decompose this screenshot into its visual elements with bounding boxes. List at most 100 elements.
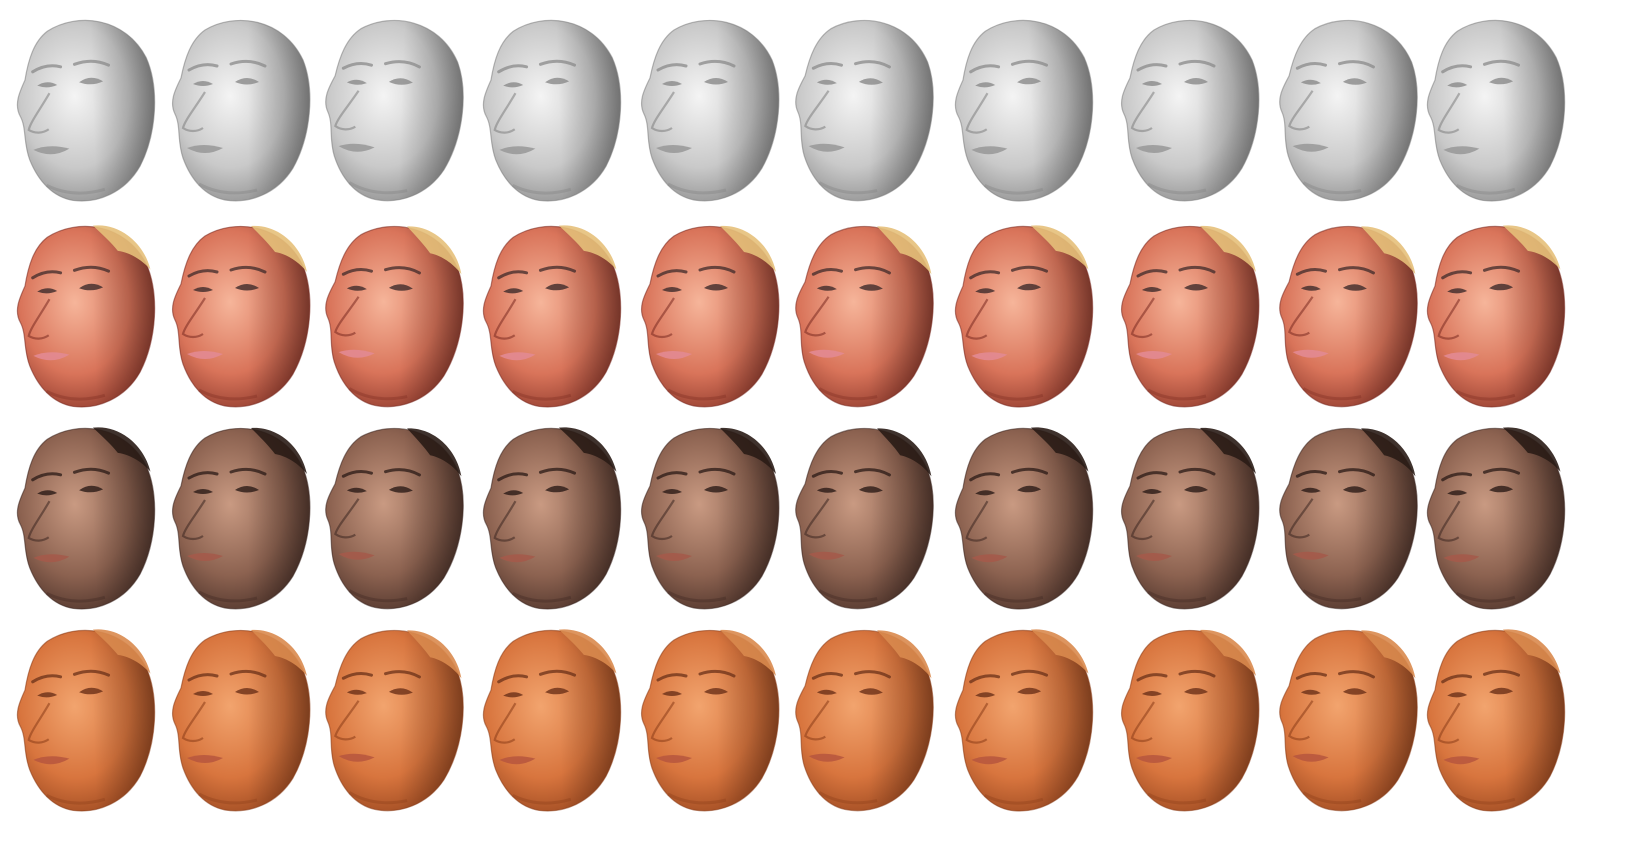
right-eyebrow [72, 467, 111, 475]
nose [650, 297, 675, 339]
face-render [165, 8, 315, 208]
face-render [476, 618, 626, 818]
left-eyebrow [1136, 471, 1168, 480]
right-eye [1342, 688, 1367, 695]
nose [334, 700, 360, 741]
jaw-shadow [198, 182, 258, 195]
jaw-shadow [1302, 589, 1362, 603]
face-render-image [16, 629, 156, 812]
hair [1361, 428, 1416, 477]
nose [181, 499, 206, 541]
face-render [165, 618, 315, 818]
right-eye [1342, 486, 1367, 493]
right-eye [704, 688, 728, 695]
left-eyebrow [341, 268, 373, 276]
mouth [1136, 145, 1172, 153]
nose [965, 298, 989, 340]
right-eye [1184, 284, 1208, 291]
right-eyebrow [229, 669, 267, 678]
left-eyebrow [497, 64, 529, 74]
mouth [1136, 755, 1172, 763]
right-eyebrow [854, 468, 891, 477]
left-eyebrow [811, 268, 843, 276]
nose [1288, 498, 1314, 539]
right-eye [1017, 283, 1042, 291]
jaw-shadow [348, 387, 408, 401]
right-eye [545, 485, 570, 493]
face-render-image [1426, 19, 1566, 202]
right-eyebrow [1338, 670, 1375, 679]
nose [334, 296, 360, 337]
hair [1200, 225, 1256, 272]
mouth [808, 143, 845, 152]
right-eye [388, 486, 413, 493]
right-eye [545, 687, 570, 695]
face-render [1114, 416, 1264, 616]
left-eyebrow [187, 673, 219, 682]
face-render [948, 416, 1098, 616]
jaw-shadow [1147, 182, 1207, 195]
face-render-image [795, 19, 934, 202]
right-eye [1489, 687, 1514, 695]
face-render-image [16, 427, 156, 610]
right-eyebrow [538, 467, 577, 475]
right-eye [79, 283, 104, 291]
left-eyebrow [1441, 472, 1473, 482]
left-eye [1447, 288, 1468, 294]
left-eye [37, 82, 58, 88]
face-render-image [640, 629, 780, 812]
right-eyebrow [538, 669, 577, 677]
nose [1130, 297, 1155, 339]
face-render-image [1279, 225, 1418, 408]
face-row-textured-woman-blonde [0, 214, 1626, 414]
right-eye [235, 486, 259, 493]
face-render-image [640, 19, 780, 202]
mouth [499, 756, 536, 765]
face-render-image [171, 225, 311, 408]
face-render-image [795, 225, 934, 408]
face-render [788, 214, 938, 414]
right-eye [1184, 688, 1208, 695]
jaw-shadow [1147, 590, 1207, 603]
left-eye [1447, 490, 1468, 496]
face-render [318, 618, 468, 818]
jaw-shadow [1456, 592, 1516, 603]
left-eye [346, 487, 367, 493]
face-render-image [325, 629, 464, 812]
face-render [476, 8, 626, 208]
face-render-image [1426, 427, 1566, 610]
face-render [476, 214, 626, 414]
left-eyebrow [1295, 268, 1327, 276]
hair [92, 427, 151, 472]
left-eyebrow [497, 270, 529, 280]
right-eye [79, 687, 104, 695]
face-render-image [325, 19, 464, 202]
jaw-shadow [348, 589, 408, 603]
left-eye [193, 489, 213, 494]
mouth [808, 753, 845, 762]
left-eyebrow [656, 673, 688, 682]
right-eye [1017, 687, 1042, 695]
nose [650, 91, 675, 133]
right-eyebrow [384, 670, 421, 679]
jaw-shadow [1302, 387, 1362, 401]
face-render [788, 416, 938, 616]
left-eyebrow [1295, 62, 1327, 70]
face-render [1420, 416, 1570, 616]
right-eye [858, 486, 883, 493]
nose [965, 702, 989, 744]
face-render-image [640, 225, 780, 408]
hair [1502, 629, 1561, 674]
face-render [10, 618, 160, 818]
face-row-textured-man-dark [0, 416, 1626, 616]
right-eyebrow [72, 265, 111, 273]
left-eye [1142, 287, 1162, 292]
face-render-image [795, 629, 934, 812]
nose [334, 498, 360, 539]
left-eyebrow [497, 472, 529, 482]
jaw-shadow [818, 589, 878, 603]
mouth [499, 146, 536, 155]
nose [650, 701, 675, 743]
right-eye [704, 78, 728, 85]
right-eyebrow [698, 265, 736, 274]
